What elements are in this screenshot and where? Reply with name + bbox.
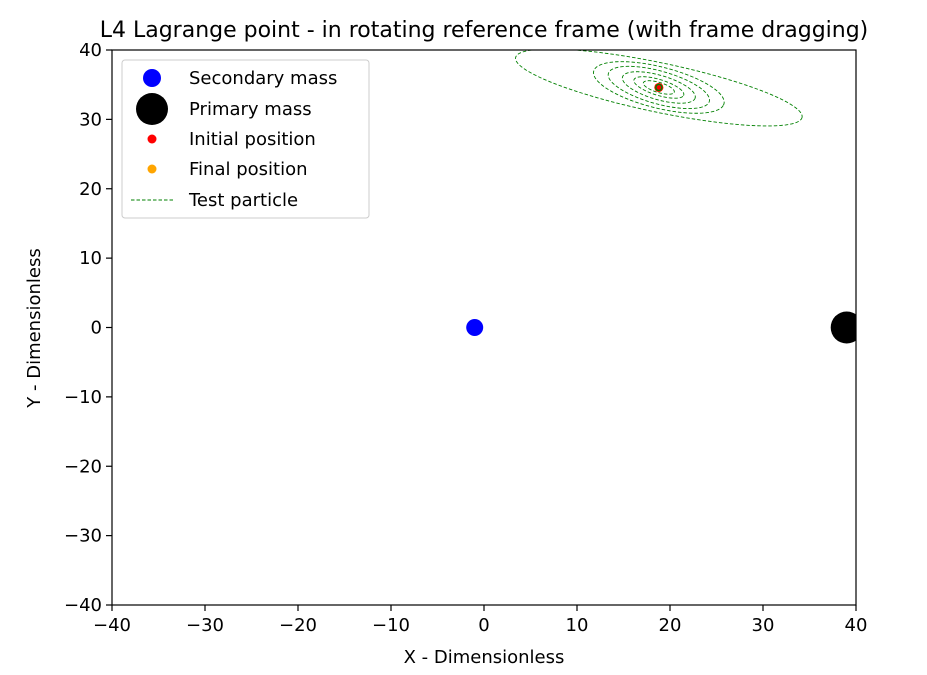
primary-mass-marker: [830, 311, 856, 344]
test-particle-loop: [642, 80, 675, 95]
test-particle-loop: [633, 76, 685, 99]
test-particle-core: [655, 83, 663, 92]
legend-primary-mass-label: Primary mass: [189, 99, 312, 120]
legend-test-particle-label: Test particle: [188, 190, 298, 211]
x-tick-label: −20: [279, 615, 317, 636]
legend-secondary-mass-swatch: [143, 69, 161, 87]
x-tick-label: −30: [186, 615, 224, 636]
y-tick-label: 30: [79, 109, 102, 130]
legend-primary-mass-swatch: [136, 93, 168, 125]
x-tick-label: −40: [93, 615, 131, 636]
legend-initial-position-swatch: [147, 134, 157, 144]
test-particle-loop: [515, 50, 803, 127]
legend-frame: [121, 59, 370, 219]
legend-final-position-label: Final position: [189, 159, 308, 180]
y-tick-label: −10: [64, 387, 102, 408]
legend-final-position-swatch: [147, 164, 157, 174]
x-tick-label: 10: [566, 615, 589, 636]
markers-layer: [466, 82, 856, 344]
x-tick-label: 30: [752, 615, 775, 636]
secondary-mass-marker: [466, 319, 484, 336]
test-particle-trajectory: [515, 50, 803, 127]
test-particle-loop: [607, 65, 710, 110]
legend-secondary-mass-label: Secondary mass: [189, 68, 337, 89]
y-tick-label: 0: [91, 318, 102, 339]
test-particle-loop: [621, 71, 696, 104]
legend-initial-position-label: Initial position: [189, 129, 316, 150]
legend: Secondary mass Primary mass Initial posi…: [121, 59, 370, 219]
y-tick-label: −30: [64, 526, 102, 547]
y-axis-ticks: −40 −30 −20 −10 0 10 20 30 40: [64, 40, 112, 616]
x-tick-label: −10: [372, 615, 410, 636]
chart-title: L4 Lagrange point - in rotating referenc…: [100, 18, 869, 43]
y-tick-label: −20: [64, 456, 102, 477]
y-tick-label: 40: [79, 40, 102, 61]
x-tick-label: 40: [845, 615, 868, 636]
y-tick-label: −40: [64, 595, 102, 616]
x-axis-label: X - Dimensionless: [404, 647, 565, 668]
x-tick-label: 20: [659, 615, 682, 636]
y-tick-label: 20: [79, 179, 102, 200]
x-tick-label: 0: [478, 615, 489, 636]
y-axis-label: Y - Dimensionless: [24, 248, 45, 408]
y-tick-label: 10: [79, 248, 102, 269]
x-axis-ticks: −40 −30 −20 −10 0 10 20 30 40: [93, 605, 867, 636]
